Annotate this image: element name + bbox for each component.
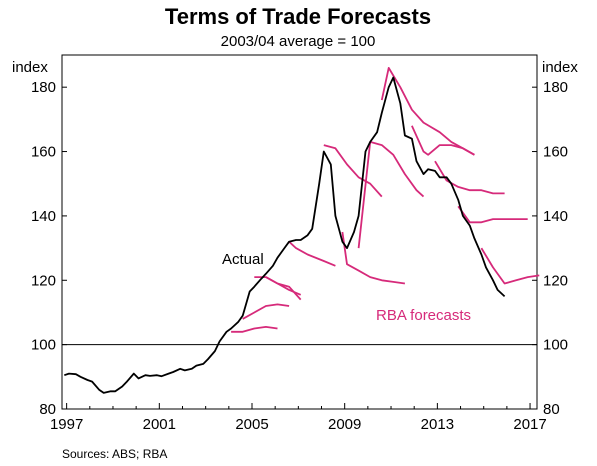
y-tick-label-left: 140 <box>31 208 56 225</box>
chart-title: Terms of Trade Forecasts <box>165 4 431 29</box>
annotation-actual: Actual <box>222 251 264 268</box>
y-tick-label-left: 80 <box>39 401 56 418</box>
y-tick-label-right: 100 <box>543 337 568 354</box>
y-ticks-right: 80 100 120 140 160 180 <box>532 79 568 418</box>
actual-line <box>64 76 506 394</box>
forecast-line <box>265 276 302 301</box>
chart-subtitle: 2003/04 average = 100 <box>221 33 376 50</box>
forecast-line <box>411 125 475 156</box>
y-tick-label-left: 100 <box>31 337 56 354</box>
y-tick-label-right: 80 <box>543 401 560 418</box>
x-tick-label: 1997 <box>50 416 83 433</box>
annotation-rba-forecasts: RBA forecasts <box>376 307 471 324</box>
forecast-line <box>231 325 278 333</box>
y-tick-label-right: 120 <box>543 272 568 289</box>
y-tick-label-right: 140 <box>543 208 568 225</box>
y-tick-label-left: 120 <box>31 272 56 289</box>
series-rba-forecasts <box>231 67 540 333</box>
x-tick-label: 2017 <box>513 416 546 433</box>
y-tick-label-right: 180 <box>543 79 568 96</box>
series-actual <box>64 76 506 394</box>
plot-frame <box>61 54 538 410</box>
y-ticks-left: 80 100 120 140 160 180 <box>31 79 67 418</box>
x-tick-label: 2009 <box>328 416 361 433</box>
y-tick-label-left: 160 <box>31 144 56 161</box>
y-tick-label-right: 160 <box>543 144 568 161</box>
forecast-line <box>288 241 336 267</box>
forecast-line <box>323 144 383 198</box>
y-tick-label-left: 180 <box>31 79 56 96</box>
y-unit-left: index <box>12 59 48 76</box>
forecast-line <box>457 205 528 224</box>
y-unit-right: index <box>542 59 578 76</box>
x-ticks: 1997 2001 2005 2009 2013 2017 <box>50 403 547 433</box>
forecast-line <box>341 231 406 285</box>
x-tick-label: 2013 <box>421 416 454 433</box>
forecast-line <box>357 140 425 249</box>
forecast-line <box>480 247 540 285</box>
forecast-line <box>242 303 290 320</box>
source-note: Sources: ABS; RBA <box>62 447 167 461</box>
x-tick-label: 2001 <box>143 416 176 433</box>
x-tick-label: 2005 <box>235 416 268 433</box>
forecast-line <box>380 67 475 156</box>
forecast-line <box>434 160 505 195</box>
